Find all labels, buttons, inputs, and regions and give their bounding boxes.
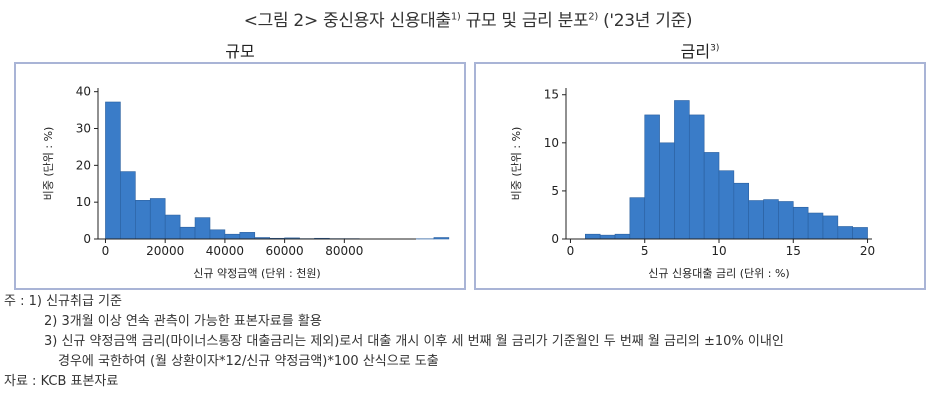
histogram-bar [748, 200, 764, 240]
figure-title-middle: 규모 및 금리 분포 [460, 11, 589, 31]
y-tick-label: 40 [76, 85, 91, 99]
notes: 주 : 1) 신규취급 기준 2) 3개월 이상 연속 관측이 가능한 표본자료… [4, 292, 934, 392]
x-axis-label: 신규 약정금액 (단위 : 천원) [193, 266, 320, 280]
rate-histogram: 0 5 10 15 0 5 10 15 20 신규 신용대출 금리 (단위 : %) 비중 (단위 … [510, 88, 875, 280]
histogram-bar [688, 114, 705, 240]
histogram-bar [149, 198, 166, 240]
x-tick-label: 40000 [206, 244, 244, 258]
right-panel-title-footnote: 3) [710, 43, 720, 54]
histogram-bar [599, 234, 616, 240]
y-tick-label: 10 [76, 195, 91, 209]
histogram-bar [763, 199, 779, 240]
note-line-5: 자료 : KCB 표본자료 [4, 374, 119, 389]
x-tick-label: 60000 [266, 244, 304, 258]
y-tick-label: 30 [76, 122, 91, 136]
right-panel-title: 금리3) [474, 38, 926, 62]
figure-title-footnote-2: 2) [588, 11, 598, 23]
y-tick-label: 0 [551, 232, 559, 246]
histogram-bar [224, 233, 241, 240]
x-tick-label: 15 [786, 244, 801, 258]
histogram-bar [792, 206, 809, 240]
histogram-bar [433, 237, 450, 240]
figure-title: <그림 2> 중신용자 신용대출1) 규모 및 금리 분포2) ('23년 기준… [0, 6, 936, 31]
figure-title-end: ('23년 기준) [597, 11, 693, 31]
left-panel-title-text: 규모 [225, 42, 255, 61]
y-tick-label: 5 [551, 184, 559, 198]
x-tick-label: 10 [711, 244, 726, 258]
x-tick-label: 0 [102, 244, 110, 258]
histogram-bar [209, 229, 226, 240]
x-tick-label: 5 [641, 244, 649, 258]
histogram-bar [179, 226, 196, 240]
note-line-3: 3) 신규 약정금액 금리(마이너스통장 대출금리는 제외)로서 대출 개시 이… [44, 334, 784, 349]
histogram-bar [703, 152, 720, 240]
histogram-bar [718, 170, 735, 240]
note-line-4: 경우에 국한하여 (월 상환이자*12/신규 약정금액)*100 산식으로 도출 [58, 354, 439, 369]
figure-title-main: <그림 2> 중신용자 신용대출 [243, 11, 451, 31]
histogram-bar [733, 182, 750, 240]
histogram-bar [659, 142, 675, 240]
x-tick-label: 20 [860, 244, 875, 258]
figure-title-footnote-1: 1) [450, 11, 461, 23]
y-tick-label: 10 [544, 136, 559, 150]
histogram-bar [164, 214, 181, 240]
histogram-bar [822, 215, 839, 240]
left-panel-title: 규모 [14, 38, 466, 62]
x-tick-label: 0 [567, 244, 575, 258]
y-tick-label: 0 [83, 232, 91, 246]
histogram-bar [614, 233, 631, 240]
histogram-bar [629, 197, 646, 240]
y-tick-label: 15 [544, 88, 559, 102]
x-axis-label: 신규 신용대출 금리 (단위 : %) [648, 267, 789, 280]
x-tick-label: 80000 [325, 244, 363, 258]
histogram-bar [778, 201, 794, 240]
histogram-bar [837, 226, 853, 240]
histogram-bar [807, 212, 824, 240]
x-tick-label: 20000 [146, 244, 184, 258]
histogram-bar [105, 101, 121, 240]
size-histogram: 0 10 20 30 40 0 20000 40000 60000 80000 신규 약정금액 (단… [42, 85, 450, 280]
right-chart-frame: 0 5 10 15 0 5 10 15 20 신규 신용대출 금리 (단위 : %) 비중 (단위 … [474, 62, 926, 290]
histogram-bar [194, 217, 211, 240]
histogram-bar [585, 233, 601, 240]
left-chart-frame: 0 10 20 30 40 0 20000 40000 60000 80000 신규 약정금액 (단… [14, 62, 466, 290]
histogram-bar [852, 227, 868, 240]
histogram-bar [674, 100, 690, 240]
y-axis-label: 비중 (단위 : %) [42, 127, 55, 201]
histogram-bar [239, 232, 256, 240]
note-line-1: 주 : 1) 신규취급 기준 [4, 294, 122, 309]
note-line-2: 2) 3개월 이상 연속 관측이 가능한 표본자료를 활용 [44, 314, 322, 329]
histogram-bar [135, 200, 151, 240]
histogram-bar [120, 171, 136, 240]
right-panel-title-text: 금리 [680, 42, 711, 61]
histogram-bar [644, 114, 660, 240]
y-tick-label: 20 [76, 158, 91, 172]
y-axis-label: 비중 (단위 : %) [510, 127, 523, 201]
